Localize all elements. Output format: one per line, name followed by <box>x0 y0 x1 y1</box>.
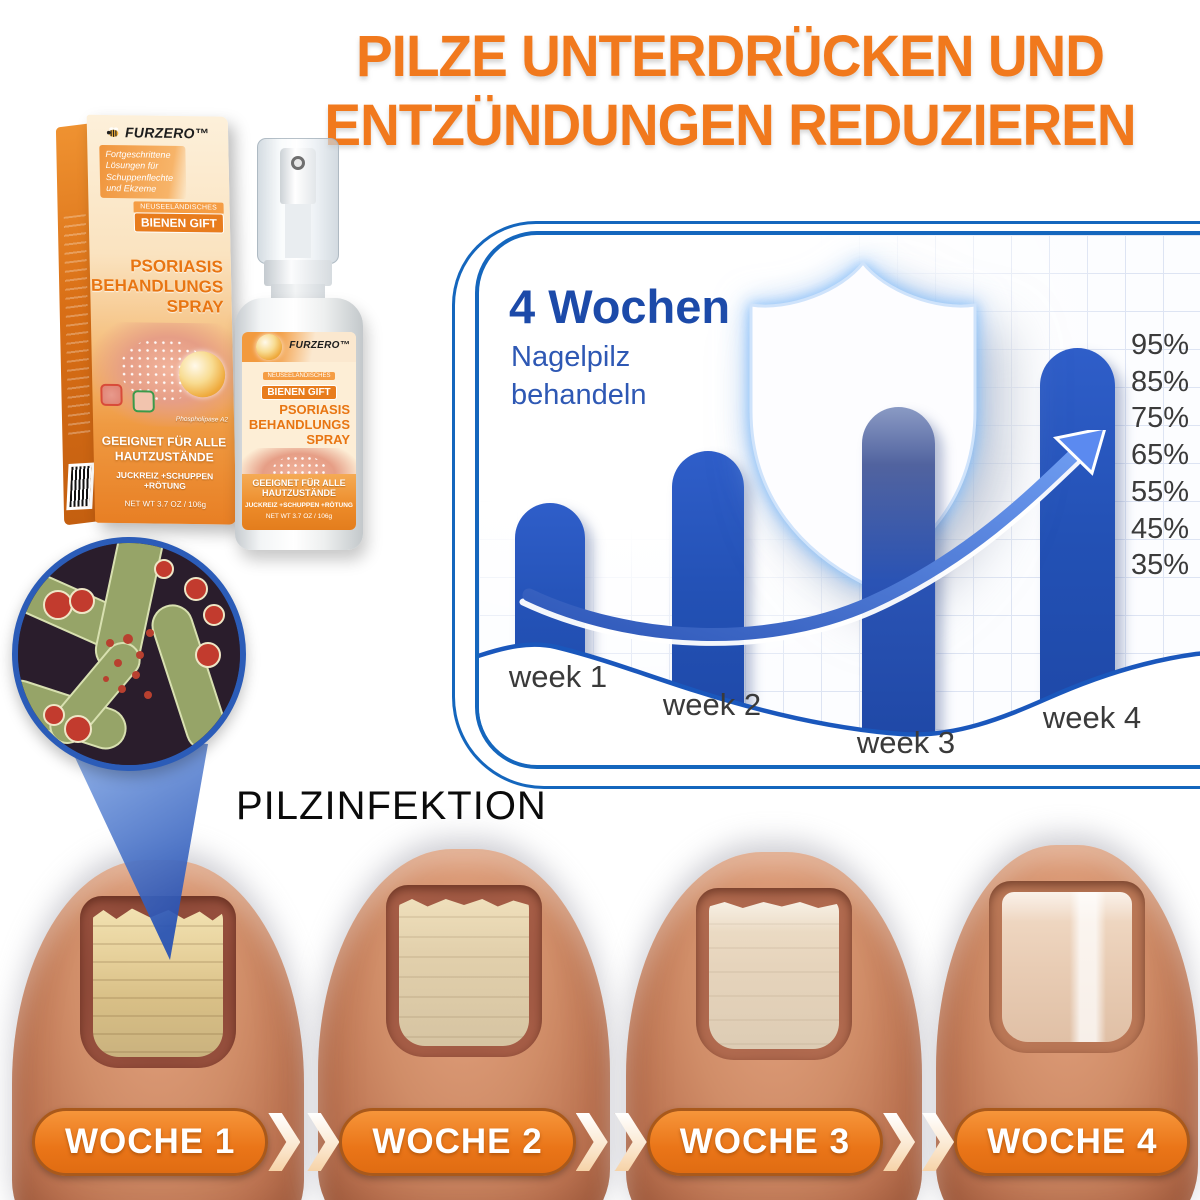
fungus-illustration <box>18 543 240 765</box>
infection-label: PILZINFEKTION <box>236 784 547 828</box>
brand-row: FURZERO™ <box>87 124 228 142</box>
product-title-line3: SPRAY <box>166 296 224 317</box>
net-weight-text: NET WT 3.7 OZ / 106g <box>124 498 207 510</box>
badge-small-text: NEUSEELÄNDISCHES <box>263 372 335 380</box>
headline-line-1: PILZE UNTERDRÜCKEN UND <box>356 23 1105 89</box>
badge-woche-4: WOCHE 4 <box>954 1108 1191 1176</box>
healthy-nail-week-4 <box>1002 892 1132 1042</box>
brand-name: FURZERO™ <box>289 340 350 351</box>
chevron-right-icon <box>307 1113 340 1171</box>
chevron-right-icon <box>614 1113 647 1171</box>
healing-nail-week-3 <box>709 902 839 1049</box>
chevron-right-icon <box>922 1113 955 1171</box>
chevron-right-icon <box>268 1113 301 1171</box>
product-title: PSORIASIS BEHANDLUNGS SPRAY <box>90 256 232 318</box>
product-title-line1: PSORIASIS <box>279 402 350 417</box>
sprayer-nozzle-icon <box>291 156 305 170</box>
badge-woche-1: WOCHE 1 <box>32 1108 269 1176</box>
progress-badge-row: WOCHE 1 WOCHE 2 WOCHE 3 WOCHE 4 <box>32 1108 1191 1176</box>
suitable-text: GEEIGNET FÜR ALLE HAUTZUSTÄNDE <box>242 474 356 499</box>
fungus-microscope-view <box>12 537 246 771</box>
hands-illustration: Phospholipase A2 <box>90 321 235 428</box>
trend-arrow-icon <box>519 430 1106 646</box>
badge-bold-text: BIENEN GIFT <box>133 212 225 234</box>
chart-subtitle: Nagelpilz behandeln <box>511 341 647 411</box>
suitable-line2: HAUTZUSTÄNDE <box>114 448 214 464</box>
wave-band <box>479 642 1200 765</box>
y-axis-tick: 85% <box>1131 365 1190 398</box>
x-axis-label-week-2: week 2 <box>662 687 762 722</box>
product-title-line2: BEHANDLUNGS <box>248 416 350 432</box>
product-box-front: FURZERO™ Fortgeschrittene Lösungen für S… <box>86 114 237 525</box>
y-axis-tick: 75% <box>1131 402 1190 435</box>
bee-gift-badge: NEUSEELÄNDISCHES BIENEN GIFT <box>133 201 225 234</box>
patch-icon-green <box>132 390 155 413</box>
chevron-right-icon <box>575 1113 608 1171</box>
chevron-right-icon <box>883 1113 916 1171</box>
honey-drop-icon <box>256 334 282 360</box>
nail-fold <box>696 888 852 1060</box>
ingredient-note: Phospholipase A2 <box>175 415 229 424</box>
barcode <box>66 462 95 511</box>
benefits-text: JUCKREIZ +SCHUPPEN +RÖTUNG <box>245 501 353 509</box>
healing-nail-week-2 <box>399 899 529 1046</box>
product-box: FURZERO™ Fortgeschrittene Lösungen für S… <box>55 114 237 532</box>
nail-fold <box>989 881 1145 1053</box>
suitable-text: GEEIGNET FÜR ALLE HAUTZUSTÄNDE <box>93 434 235 465</box>
y-axis-tick: 55% <box>1131 475 1190 508</box>
headline: PILZE UNTERDRÜCKEN UND ENTZÜNDUNGEN REDU… <box>280 22 1180 160</box>
bottle-label: FURZERO™ NEUSEELÄNDISCHES BIENEN GIFT PS… <box>242 332 356 530</box>
bottle-label-header: FURZERO™ <box>242 332 356 362</box>
chevron-group <box>883 1113 955 1171</box>
badge-woche-3: WOCHE 3 <box>646 1108 884 1176</box>
zoom-beam-icon <box>64 734 208 960</box>
benefits-text: JUCKREIZ +SCHUPPEN +RÖTUNG <box>116 469 214 491</box>
product-tagline: Fortgeschrittene Lösungen für Schuppenfl… <box>99 144 187 200</box>
chart-title: 4 Wochen <box>509 280 731 333</box>
bottle-collar <box>264 260 332 286</box>
net-weight-text: NET WT 3.7 OZ / 106g <box>265 512 333 520</box>
bottle-label-bottom: GEEIGNET FÜR ALLE HAUTZUSTÄNDE JUCKREIZ … <box>242 474 356 530</box>
x-axis-label-week-1: week 1 <box>508 659 608 694</box>
nail-fold <box>386 885 542 1057</box>
bottle-sprayer-head <box>280 148 316 204</box>
product-title-line1: PSORIASIS <box>130 256 224 277</box>
y-axis-tick: 45% <box>1131 512 1190 545</box>
patch-icon-red <box>100 383 123 407</box>
x-axis-label-week-3: week 3 <box>856 725 956 760</box>
y-axis-tick: 65% <box>1131 439 1190 472</box>
product-title-line2: BEHANDLUNGS <box>90 275 224 297</box>
suitable-line1: GEEIGNET FÜR ALLE <box>252 478 346 488</box>
badge-woche-2: WOCHE 2 <box>339 1108 576 1176</box>
bee-icon <box>106 127 119 137</box>
spine-text-decoration <box>63 214 91 437</box>
bottle-body: FURZERO™ NEUSEELÄNDISCHES BIENEN GIFT PS… <box>235 298 363 550</box>
sprayer-stem <box>285 204 311 258</box>
healing-chart: 4 Wochen Nagelpilz behandeln week 1 week <box>475 231 1200 769</box>
honey-drop-icon <box>178 351 226 398</box>
product-title: PSORIASIS BEHANDLUNGS SPRAY <box>242 402 356 448</box>
y-axis-tick: 95% <box>1131 329 1190 361</box>
y-axis: 95% 85% 75% 65% 55% 45% 35% <box>1131 235 1200 765</box>
brand-name: FURZERO™ <box>124 124 210 142</box>
y-axis-tick: 35% <box>1131 549 1190 582</box>
spray-bottle: FURZERO™ NEUSEELÄNDISCHES BIENEN GIFT PS… <box>233 136 365 550</box>
bee-gift-badge: NEUSEELÄNDISCHES BIENEN GIFT <box>242 364 356 400</box>
bottle-neck <box>271 284 325 300</box>
product-title-line3: SPRAY <box>306 431 350 447</box>
chevron-group <box>268 1113 340 1171</box>
chevron-group <box>575 1113 647 1171</box>
suitable-line1: GEEIGNET FÜR ALLE <box>101 433 227 450</box>
x-axis-label-week-4: week 4 <box>1042 700 1142 735</box>
suitable-line2: HAUTZUSTÄNDE <box>262 488 336 499</box>
headline-line-2: ENTZÜNDUNGEN REDUZIEREN <box>324 91 1136 158</box>
chart-outer-frame <box>452 221 1200 789</box>
badge-bold-text: BIENEN GIFT <box>261 385 337 400</box>
